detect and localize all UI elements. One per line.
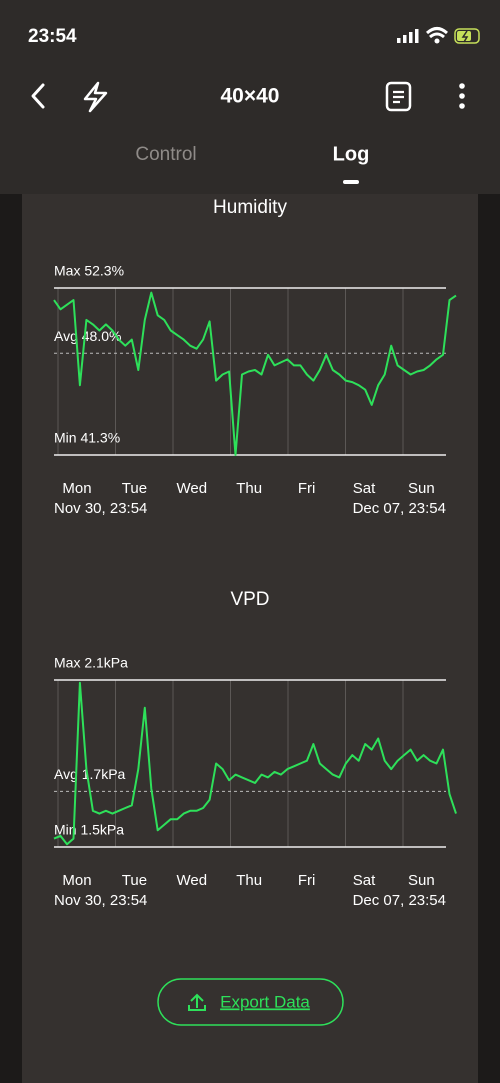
x-tick-label: Fri: [298, 872, 316, 889]
reference-label: Max 2.1kPa: [54, 655, 128, 671]
data-line: [53, 291, 457, 456]
reference-label: Min 1.5kPa: [54, 822, 124, 838]
tab-indicator: [343, 180, 359, 184]
status-time: 23:54: [28, 26, 77, 47]
x-tick-label: Wed: [177, 872, 208, 889]
chart-title: VPD: [230, 589, 269, 610]
x-tick-label: Wed: [177, 480, 208, 497]
chart-title: Humidity: [213, 197, 287, 218]
start-label: Nov 30, 23:54: [54, 892, 147, 909]
x-tick-label: Tue: [122, 480, 147, 497]
charging-bolt: [461, 30, 469, 43]
notes-button[interactable]: [385, 81, 412, 112]
reference-label: Avg 48.0%: [54, 328, 121, 344]
signal-icon: [397, 29, 419, 43]
x-tick-label: Thu: [236, 872, 262, 889]
x-tick-label: Thu: [236, 480, 262, 497]
x-tick-label: Sat: [353, 872, 376, 889]
reference-label: Max 52.3%: [54, 263, 124, 279]
header-title: 40×40: [221, 85, 280, 108]
start-label: Nov 30, 23:54: [54, 500, 147, 517]
end-label: Dec 07, 23:54: [353, 892, 446, 909]
wifi-dot: [434, 38, 440, 44]
x-tick-label: Fri: [298, 480, 316, 497]
x-tick-label: Mon: [62, 480, 91, 497]
end-label: Dec 07, 23:54: [353, 500, 446, 517]
x-tick-label: Sun: [408, 480, 435, 497]
reference-label: Avg 1.7kPa: [54, 766, 126, 782]
x-tick-label: Sat: [353, 480, 376, 497]
x-tick-label: Sun: [408, 872, 435, 889]
reference-label: Min 41.3%: [54, 430, 120, 446]
battery-icon: [454, 28, 480, 44]
data-line: [53, 681, 457, 846]
tab-control[interactable]: Control: [135, 144, 196, 165]
more-button[interactable]: [459, 83, 465, 109]
tab-log[interactable]: Log: [333, 143, 370, 165]
power-icon[interactable]: [83, 81, 108, 113]
wifi-icon: [425, 27, 449, 39]
export-button[interactable]: Export Data: [157, 978, 344, 1026]
export-label[interactable]: Export Data: [220, 992, 310, 1011]
x-tick-label: Tue: [122, 872, 147, 889]
card: [22, 194, 478, 1083]
x-tick-label: Mon: [62, 872, 91, 889]
back-button[interactable]: [31, 83, 45, 109]
